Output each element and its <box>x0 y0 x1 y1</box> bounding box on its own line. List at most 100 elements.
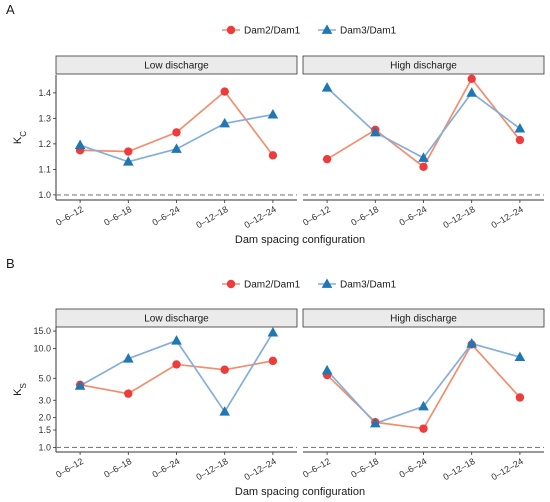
series-line-dam3 <box>326 342 521 425</box>
series-line-dam2 <box>326 342 521 430</box>
facet-low-discharge: Low discharge 0–6–12 0–6–18 0–6–24 0–12–18 0–… <box>54 308 298 482</box>
y-axis: 1.0 1.1 1.2 1.3 1.4 <box>38 75 57 200</box>
data-point-dam2 <box>419 424 428 433</box>
panel-label: A <box>6 2 15 17</box>
x-axis-title: Dam spacing configuration <box>235 234 365 246</box>
series-line-dam3 <box>326 87 521 160</box>
panel-label: B <box>6 256 15 271</box>
data-point-dam2 <box>220 365 229 374</box>
data-point-dam3 <box>267 108 279 119</box>
legend-label: Dam3/Dam1 <box>340 280 397 291</box>
x-tick-label: 0–12–18 <box>194 456 229 482</box>
data-point-dam3 <box>369 417 381 428</box>
chart-b: B Dam2/Dam1 Dam3/Dam1 KS 1.0 1.5 2.0 3.0 5.0 10.0… <box>6 256 545 498</box>
data-point-dam2 <box>322 154 332 164</box>
x-tick-label: 0–6–12 <box>301 204 332 228</box>
data-point-dam3 <box>321 82 333 92</box>
x-tick-label: 0–6–24 <box>397 456 428 480</box>
x-tick-label: 0–6–24 <box>150 456 181 480</box>
x-tick-label: 0–6–12 <box>54 204 85 228</box>
data-point-dam2 <box>467 74 476 84</box>
y-tick-label: 1.5 <box>38 425 51 435</box>
x-tick-label: 0–12–24 <box>490 456 525 482</box>
y-tick-label: 1.3 <box>38 113 51 123</box>
data-point-dam3 <box>219 406 231 416</box>
y-axis-title-sub: S <box>19 383 28 388</box>
x-tick-label: 0–12–18 <box>194 204 229 230</box>
data-point-dam2 <box>515 135 525 145</box>
data-point-dam3 <box>171 143 182 153</box>
y-tick-label: 1.1 <box>38 164 51 174</box>
facet-title: Low discharge <box>144 61 209 72</box>
data-point-dam3 <box>466 87 478 97</box>
y-tick-label: 1.4 <box>38 88 51 98</box>
data-point-dam3 <box>219 117 231 128</box>
data-point-dam2 <box>268 151 278 160</box>
data-point-dam3 <box>418 400 429 411</box>
data-point-dam3 <box>267 326 279 337</box>
facet-title: Low discharge <box>144 314 209 325</box>
data-point-dam3 <box>74 380 86 390</box>
legend-marker-2 <box>226 25 236 35</box>
facet-high-discharge: High discharge 0–6–12 0–6–18 0–6–24 0–12–18 0… <box>301 308 545 482</box>
x-tick-label: 0–12–24 <box>243 204 278 230</box>
data-point-dam3 <box>74 139 86 150</box>
x-tick-label: 0–12–18 <box>441 204 476 230</box>
facet-strip <box>55 55 298 75</box>
x-tick-label: 0–6–24 <box>150 204 181 228</box>
y-tick-label: 2.0 <box>38 413 51 423</box>
legend-label: Dam2/Dam1 <box>244 280 301 291</box>
y-axis-title-main: K <box>12 136 24 144</box>
y-tick-label: 1.0 <box>38 442 51 452</box>
legend: Dam2/Dam1 Dam3/Dam1 <box>222 24 397 37</box>
data-point-dam2 <box>419 162 428 172</box>
facet-title: High discharge <box>390 61 457 72</box>
legend-marker-2 <box>226 279 236 289</box>
data-point-dam2 <box>515 393 525 402</box>
x-tick-label: 0–6–12 <box>54 456 85 480</box>
y-tick-label: 15.0 <box>33 326 51 336</box>
x-tick-label: 0–6–12 <box>301 456 332 480</box>
y-axis: 1.0 1.5 2.0 3.0 5.0 10.0 15.0 <box>33 326 57 452</box>
facet-strip <box>302 55 545 75</box>
y-tick-label: 3.0 <box>38 395 51 405</box>
data-point-dam3 <box>514 122 526 133</box>
legend-marker-3 <box>321 278 333 288</box>
data-point-dam2 <box>268 356 278 366</box>
data-point-dam3 <box>466 338 478 348</box>
x-tick-label: 0–6–24 <box>397 204 428 228</box>
x-tick-label: 0–6–18 <box>102 204 133 228</box>
data-point-dam3 <box>321 364 333 375</box>
facet-low-discharge: Low discharge 0–6–12 0–6–18 0–6–24 0–12–18 0–… <box>54 55 298 230</box>
data-point-dam3 <box>122 353 134 363</box>
x-tick-label: 0–12–24 <box>243 456 278 482</box>
y-axis-title: KS <box>12 383 28 396</box>
data-point-dam2 <box>220 87 229 96</box>
y-tick-label: 10.0 <box>33 344 51 354</box>
x-tick-label: 0–6–18 <box>349 204 380 228</box>
facet-title: High discharge <box>390 314 457 325</box>
series-line-dam3 <box>79 113 274 163</box>
data-point-dam3 <box>418 152 429 162</box>
facet-strip <box>302 308 545 328</box>
data-point-dam3 <box>369 126 381 137</box>
y-axis-title-main: K <box>12 388 24 396</box>
x-tick-label: 0–12–18 <box>441 456 476 482</box>
y-tick-label: 1.2 <box>38 139 51 149</box>
x-axis-title: Dam spacing configuration <box>235 486 365 498</box>
y-tick-label: 1.0 <box>38 190 51 200</box>
facet-strip <box>55 308 298 328</box>
y-axis-title-sub: C <box>19 131 28 137</box>
data-point-dam3 <box>514 351 526 361</box>
data-point-dam2 <box>172 128 181 137</box>
data-point-dam3 <box>122 156 134 166</box>
legend: Dam2/Dam1 Dam3/Dam1 <box>222 278 397 291</box>
legend-label: Dam3/Dam1 <box>340 26 397 37</box>
legend-label: Dam2/Dam1 <box>244 26 301 37</box>
x-tick-label: 0–12–24 <box>490 204 525 230</box>
x-tick-label: 0–6–18 <box>102 456 133 480</box>
y-axis-title: KC <box>12 131 28 144</box>
x-tick-label: 0–6–18 <box>349 456 380 480</box>
